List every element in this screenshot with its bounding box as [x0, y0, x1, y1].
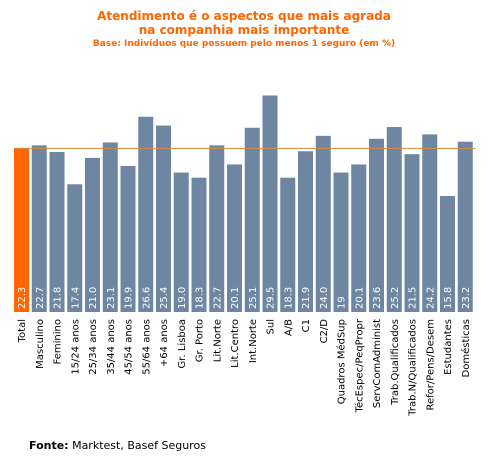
- value-label-20: 23.6: [372, 287, 383, 309]
- value-label-24: 15.8: [443, 287, 454, 309]
- category-label-4: 25/34 anos: [88, 319, 99, 375]
- category-label-20: ServComAdminist: [372, 319, 383, 408]
- bar-23: [422, 134, 438, 312]
- bar-11: [209, 145, 225, 312]
- bar-12: [227, 164, 242, 312]
- category-label-24: Estudantes: [443, 319, 454, 375]
- value-label-14: 29.5: [266, 287, 277, 309]
- source-label: Fonte:: [29, 439, 69, 452]
- category-label-17: C2/D: [319, 319, 330, 344]
- bar-22: [404, 154, 420, 312]
- value-label-22: 21.5: [408, 287, 419, 309]
- category-label-19: TécEspec/PeqPropr: [353, 318, 365, 413]
- bar-5: [102, 142, 118, 312]
- bar-25: [457, 141, 473, 312]
- value-label-5: 23.1: [106, 287, 117, 309]
- category-label-5: 35/44 anos: [106, 319, 117, 375]
- value-label-19: 20.1: [354, 287, 365, 309]
- value-label-13: 25.1: [248, 287, 259, 309]
- chart-title-line-2: na companhia mais importante: [138, 23, 350, 37]
- chart-subtitle: Base: Indivíduos que possuem pelo menos …: [92, 39, 396, 49]
- bar-7: [138, 116, 154, 312]
- bar-24: [440, 196, 455, 312]
- bar-21: [386, 127, 402, 312]
- bar-10: [191, 177, 207, 312]
- bar-3: [67, 184, 83, 312]
- bar-0: [14, 148, 29, 312]
- value-label-2: 21.8: [53, 287, 64, 309]
- value-label-16: 21.9: [301, 287, 312, 309]
- value-label-18: 19: [337, 296, 348, 309]
- category-label-25: Domésticas: [460, 319, 472, 377]
- bar-8: [156, 125, 171, 313]
- bar-4: [85, 157, 100, 312]
- value-label-8: 25.4: [159, 287, 170, 309]
- bar-17: [315, 135, 331, 312]
- value-label-11: 22.7: [212, 287, 223, 309]
- value-label-6: 19.9: [124, 287, 135, 309]
- value-label-17: 24.0: [319, 287, 330, 309]
- value-label-4: 21.0: [88, 287, 99, 309]
- category-label-2: Feminino: [53, 319, 64, 364]
- bar-2: [49, 151, 65, 312]
- category-label-3: 15/24 anos: [70, 319, 81, 375]
- bar-19: [351, 164, 367, 312]
- category-label-11: Lit.Norte: [212, 319, 223, 362]
- category-label-7: 55/64 anos: [141, 319, 152, 375]
- category-label-12: Lit.Centro: [230, 319, 241, 368]
- value-label-25: 23.2: [461, 287, 472, 309]
- category-label-23: Refor/Pens/Desem: [425, 319, 436, 410]
- category-label-6: 45/54 anos: [124, 319, 135, 375]
- value-label-0: 22.3: [17, 287, 28, 309]
- bar-13: [244, 127, 260, 313]
- bar-15: [280, 177, 296, 312]
- bar-1: [31, 145, 47, 312]
- source-text: Marktest, Basef Seguros: [72, 439, 206, 452]
- bar-9: [173, 172, 189, 312]
- category-label-1: Masculino: [35, 319, 46, 369]
- value-label-7: 26.6: [141, 287, 152, 309]
- category-label-13: Int.Norte: [248, 319, 259, 363]
- category-label-8: +64 anos: [159, 319, 170, 367]
- value-label-15: 18.3: [283, 287, 294, 309]
- value-label-23: 24.2: [425, 287, 436, 309]
- category-label-22: Trab.N/Qualificados: [408, 319, 419, 417]
- bar-18: [333, 172, 349, 312]
- bar-14: [262, 95, 278, 312]
- value-label-12: 20.1: [230, 287, 241, 309]
- category-label-16: C1: [301, 319, 312, 332]
- category-label-14: Sul: [266, 319, 277, 334]
- bar-6: [120, 165, 136, 312]
- value-label-9: 19.0: [177, 287, 188, 309]
- value-label-3: 17.4: [70, 287, 81, 309]
- category-label-10: Gr. Porto: [195, 319, 206, 362]
- bar-20: [369, 138, 384, 312]
- chart-title-line-1: Atendimento é o aspectos que mais agrada: [97, 9, 391, 23]
- category-label-15: A/B: [283, 319, 294, 336]
- source-note: Fonte: Marktest, Basef Seguros: [29, 439, 206, 452]
- category-label-18: Quadros MédSup: [336, 319, 348, 404]
- bar-16: [298, 151, 313, 312]
- value-label-21: 25.2: [390, 287, 401, 309]
- value-label-1: 22.7: [35, 287, 46, 309]
- category-label-0: Total: [17, 319, 28, 343]
- value-label-10: 18.3: [195, 287, 206, 309]
- category-label-21: Trab.Qualificados: [390, 319, 401, 406]
- category-label-9: Gr. Lisboa: [177, 319, 188, 368]
